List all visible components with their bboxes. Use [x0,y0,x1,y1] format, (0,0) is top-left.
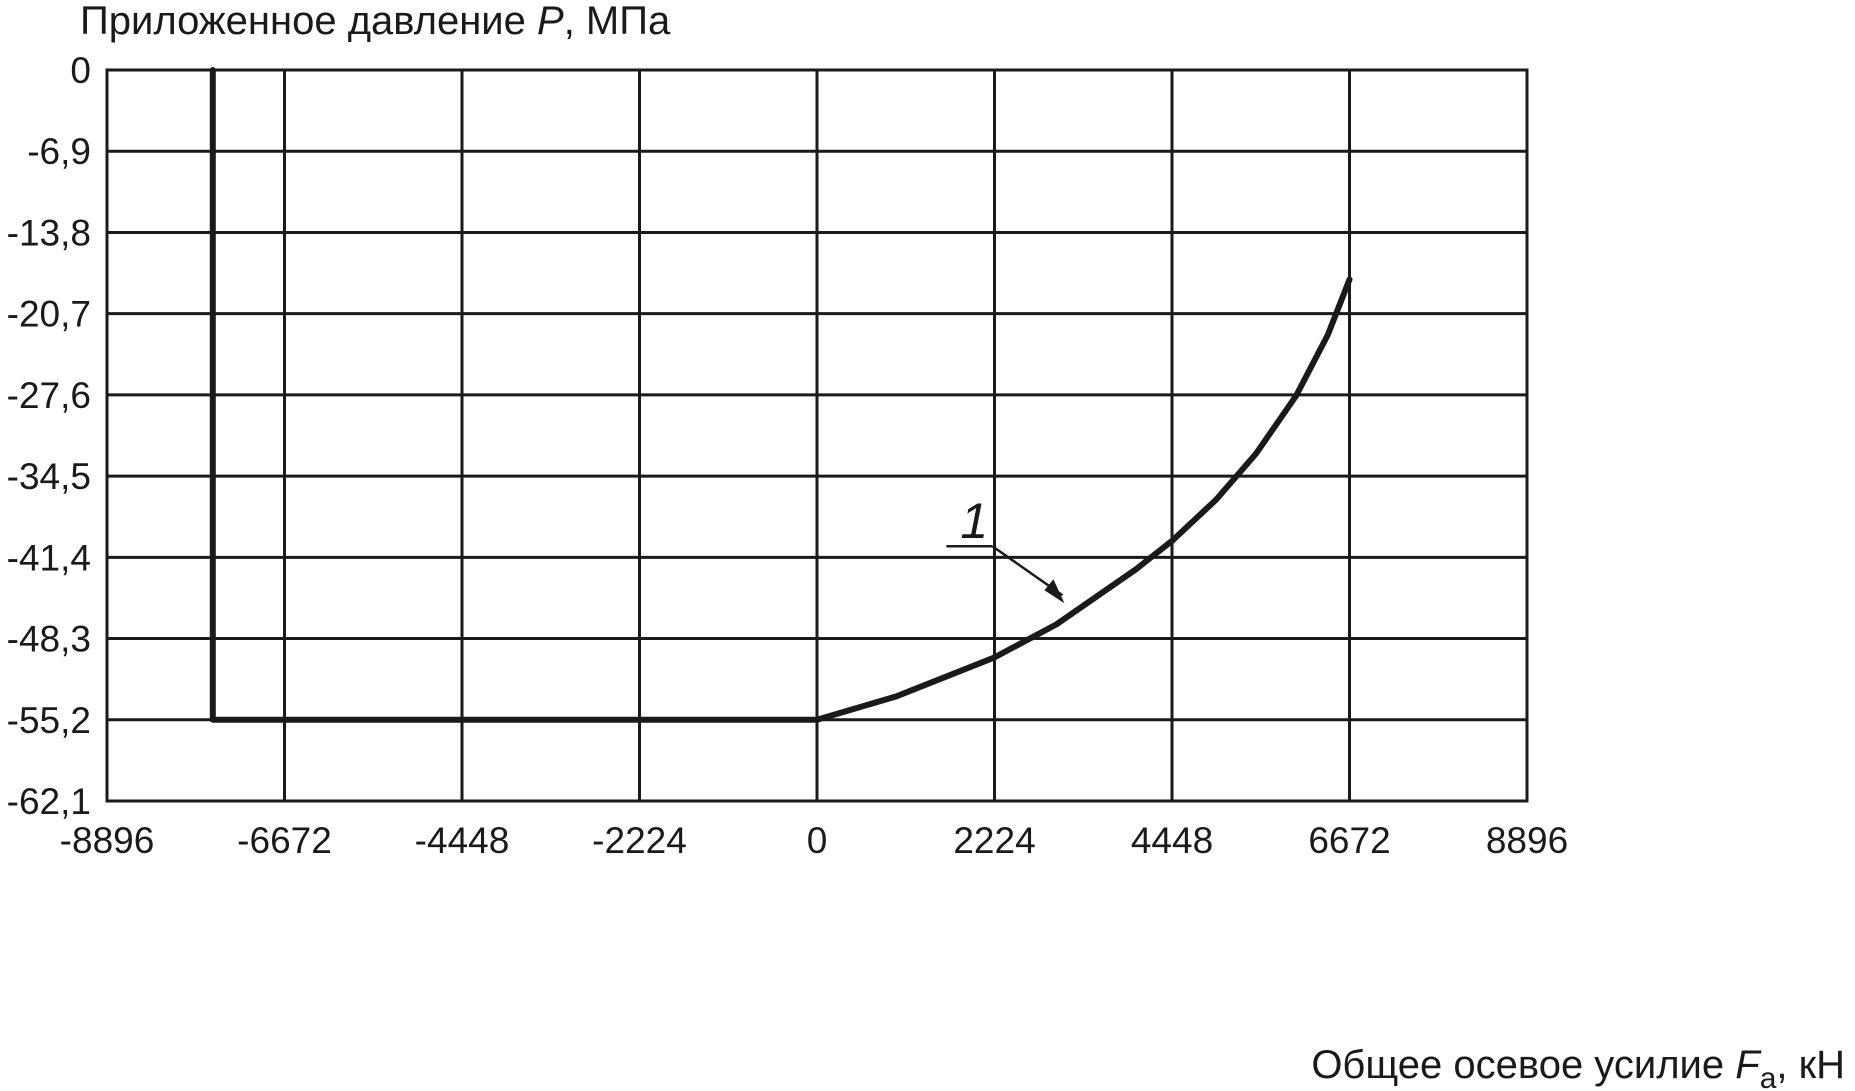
series-line-1 [209,67,1353,723]
y-tick-label-1: -6,9 [27,131,91,172]
plot-frame [105,68,1529,803]
x-tick-label-2: -4448 [415,820,510,861]
y-tick-label-4: -27,6 [7,375,91,416]
y-tick-label-9: -62,1 [7,781,91,822]
y-tick-label-6: -41,4 [7,537,91,578]
x-axis-title: Общее осевое усилие Fa, кН [1311,1043,1845,1091]
x-tick-label-0: -8896 [60,820,155,861]
y-tick-label-0: 0 [70,50,91,91]
x-tick-label-4: 0 [807,820,828,861]
x-axis-title-suffix: , кН [1776,1043,1845,1087]
y-axis-title: Приложенное давление P, МПа [80,0,671,43]
y-axis-title-suffix: , МПа [564,0,671,43]
y-tick-label-5: -34,5 [7,456,91,497]
x-axis-title-prefix: Общее осевое усилие [1311,1043,1735,1087]
x-tick-label-1: -6672 [237,820,332,861]
y-tick-label-8: -55,2 [7,700,91,741]
grid-lines [105,68,1529,803]
x-axis-title-subscript: a [1760,1062,1777,1091]
series-layer [209,67,1353,723]
y-tick-label-7: -48,3 [7,619,91,660]
x-axis-title-symbol: F [1735,1043,1762,1087]
x-tick-label-7: 6672 [1308,820,1390,861]
x-tick-label-8: 8896 [1486,820,1568,861]
y-tick-label-3: -20,7 [7,294,91,335]
annotation-layer: 1 [946,493,1065,604]
annotation-label-0: 1 [960,493,988,549]
y-tick-label-2: -13,8 [7,212,91,253]
x-tick-label-5: 2224 [953,820,1035,861]
tick-labels: -8896 -6672 -4448 -2224 0 2224 4448 6672 8896 0 -6… [7,50,1569,861]
x-tick-label-6: 4448 [1131,820,1213,861]
annotation-arrowhead-0 [1044,579,1065,604]
y-axis-title-symbol: P [537,0,564,43]
x-tick-label-3: -2224 [592,820,687,861]
y-axis-title-prefix: Приложенное давление [80,0,537,43]
